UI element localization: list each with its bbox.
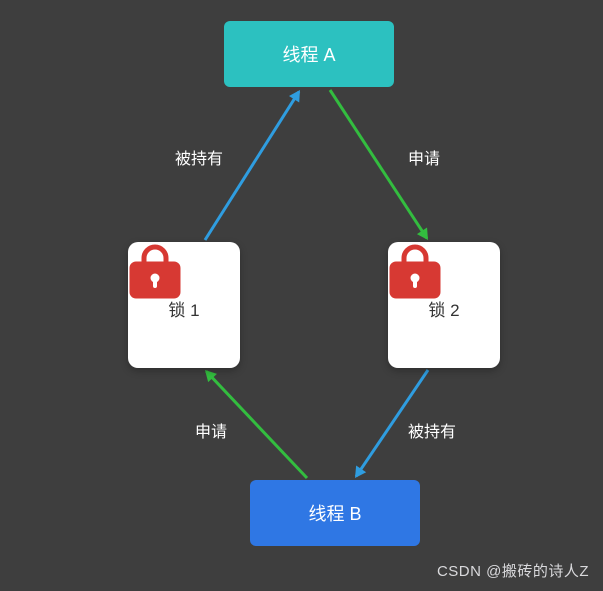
lock-icon [388, 242, 442, 300]
lock-icon [128, 242, 182, 300]
thread-a-box: 线程 A [224, 21, 394, 87]
edge-label-request-top: 申请 [408, 145, 440, 169]
edge-label-held-bottom: 被持有 [408, 418, 456, 442]
thread-a-label: 线程 A [282, 41, 335, 67]
thread-b-box: 线程 B [250, 480, 420, 546]
lock1-box: 锁 1 [128, 242, 240, 368]
lock2-box: 锁 2 [388, 242, 500, 368]
edge-label-held-top: 被持有 [175, 145, 223, 169]
edge-label-request-bottom: 申请 [195, 418, 227, 442]
watermark-text: CSDN @搬砖的诗人Z [437, 560, 589, 581]
diagram-canvas: 线程 A 线程 B 锁 1 锁 2 被持有 申请 申请 被持有 CSDN @搬砖… [0, 0, 603, 591]
thread-b-label: 线程 B [308, 500, 361, 526]
